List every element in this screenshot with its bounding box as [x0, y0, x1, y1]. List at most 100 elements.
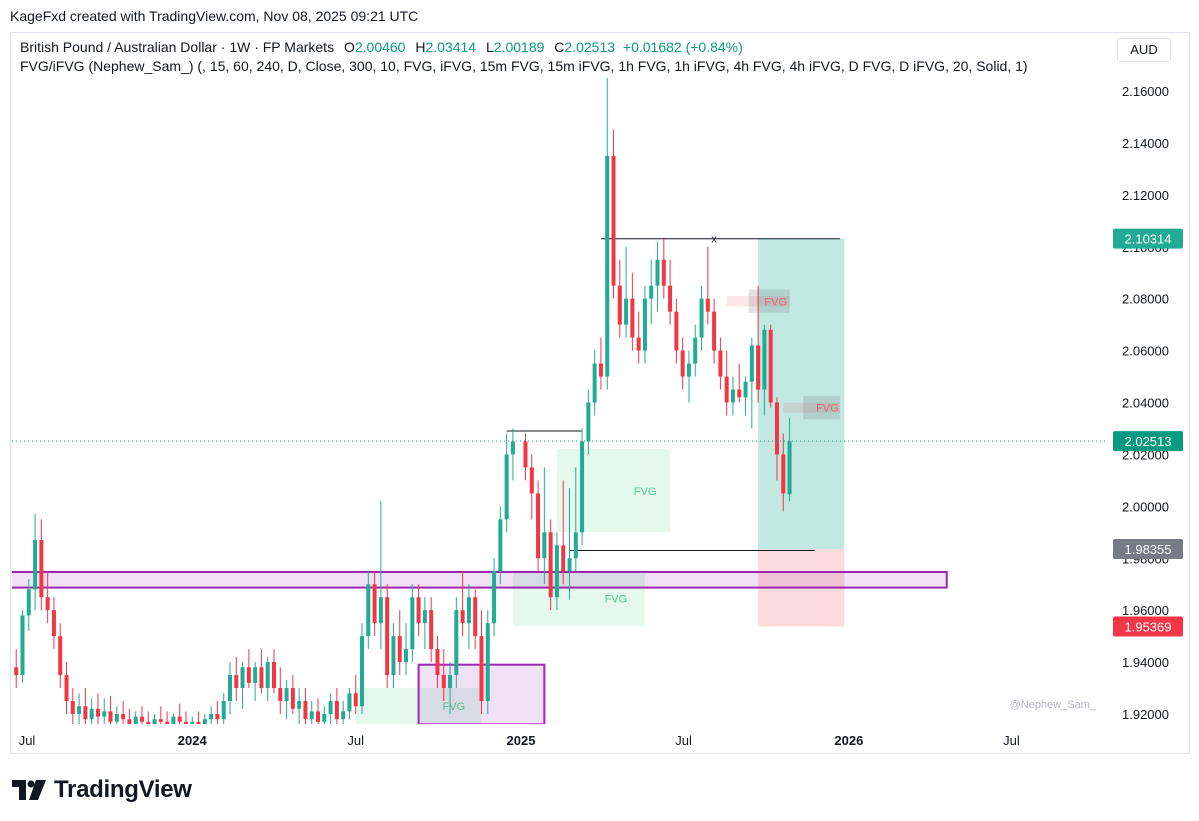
- candle: [378, 501, 383, 650]
- candle-body: [366, 584, 371, 637]
- candle: [781, 433, 786, 512]
- candle: [45, 571, 50, 624]
- indicator-legend[interactable]: FVG/iFVG (Nephew_Sam_) (, 15, 60, 240, D…: [20, 58, 1028, 74]
- candle-body: [636, 337, 641, 351]
- candle-body: [334, 701, 339, 720]
- candle-body: [341, 711, 346, 720]
- y-tick-label: 2.08000: [1122, 292, 1169, 307]
- candle-body: [567, 558, 572, 572]
- y-tick-label: 2.16000: [1122, 84, 1169, 99]
- tradingview-logo-icon: [12, 780, 46, 800]
- candle-body: [693, 337, 698, 364]
- candle: [221, 693, 226, 724]
- candle: [510, 428, 515, 481]
- plot-area: FVG FVG FVG FVG FVG x: [12, 78, 948, 724]
- candle-body: [705, 298, 710, 312]
- candle-body: [749, 345, 754, 382]
- candle: [485, 610, 490, 714]
- y-tick-label: 1.96000: [1122, 603, 1169, 618]
- candle: [605, 78, 610, 390]
- candle-body: [630, 298, 635, 338]
- candle-body: [265, 662, 270, 689]
- candle: [674, 298, 679, 364]
- candle-body: [655, 259, 660, 286]
- candle: [95, 693, 100, 724]
- candle: [548, 519, 553, 611]
- price-tag-label: 1.95369: [1125, 620, 1172, 635]
- fvg-zone-overlay: [803, 396, 840, 420]
- candle-body: [573, 532, 578, 559]
- candle-body: [737, 389, 742, 398]
- candle-body: [592, 363, 597, 403]
- candle: [624, 246, 629, 338]
- candle: [209, 706, 214, 724]
- candle-body: [322, 714, 327, 722]
- candle-body: [95, 708, 100, 717]
- candle: [523, 433, 528, 481]
- candle: [322, 706, 327, 724]
- candle-body: [510, 441, 515, 455]
- candle: [686, 350, 691, 403]
- symbol-legend[interactable]: British Pound / Australian Dollar · 1W ·…: [20, 39, 743, 55]
- candle-body: [152, 719, 157, 724]
- candle: [567, 488, 572, 600]
- fvg-zone: [783, 402, 840, 413]
- candle-body: [353, 693, 358, 707]
- price-tag-label: 2.02513: [1125, 434, 1172, 449]
- candle-body: [617, 285, 622, 325]
- candle: [360, 623, 365, 714]
- candle-body: [624, 298, 629, 325]
- candle: [586, 389, 591, 455]
- candle-body: [259, 667, 264, 689]
- candle: [598, 337, 603, 390]
- candle: [680, 337, 685, 390]
- candle: [133, 711, 138, 724]
- tradingview-footer[interactable]: TradingView: [12, 776, 192, 804]
- candle-body: [466, 597, 471, 624]
- fvg-zone: [512, 571, 645, 626]
- candle-body: [787, 441, 792, 495]
- currency-button[interactable]: AUD: [1117, 38, 1171, 62]
- candle-body: [171, 716, 176, 724]
- candle: [479, 610, 484, 714]
- candle-body: [686, 363, 691, 377]
- change-value: +0.01682 (+0.84%): [622, 39, 743, 55]
- candle-body: [77, 706, 82, 714]
- candle: [592, 350, 597, 416]
- candle: [190, 716, 195, 724]
- candle: [580, 428, 585, 546]
- candle-body: [177, 716, 182, 722]
- candle: [397, 610, 402, 676]
- price-tag-bg: [1113, 431, 1183, 452]
- candle: [83, 688, 88, 724]
- candle-body: [586, 402, 591, 442]
- y-tick-label: 2.02000: [1122, 447, 1169, 462]
- candle: [171, 714, 176, 724]
- candle-body: [781, 454, 786, 494]
- candle-body: [441, 675, 446, 689]
- close-value: 2.02513: [564, 39, 616, 55]
- y-tick-label: 2.12000: [1122, 188, 1169, 203]
- candle: [762, 324, 767, 416]
- candle-body: [542, 532, 547, 559]
- symbol-title[interactable]: British Pound / Australian Dollar · 1W ·…: [20, 39, 335, 55]
- candle-body: [45, 597, 50, 611]
- candle-body: [385, 597, 390, 676]
- candle-body: [221, 701, 226, 720]
- x-tick-label: Jul: [347, 733, 364, 748]
- candle: [774, 397, 779, 481]
- candle: [51, 597, 56, 650]
- purple-zone: [12, 571, 948, 589]
- candle-body: [523, 441, 528, 468]
- candle: [158, 706, 163, 724]
- candle-body: [139, 716, 144, 722]
- x-tick-label: 2024: [178, 733, 208, 748]
- candle-body: [768, 329, 773, 403]
- candle: [341, 701, 346, 724]
- candle: [202, 714, 207, 724]
- candle-body: [14, 667, 19, 676]
- tradingview-brand: TradingView: [54, 776, 192, 803]
- candle-body: [246, 667, 251, 683]
- candle: [737, 363, 742, 403]
